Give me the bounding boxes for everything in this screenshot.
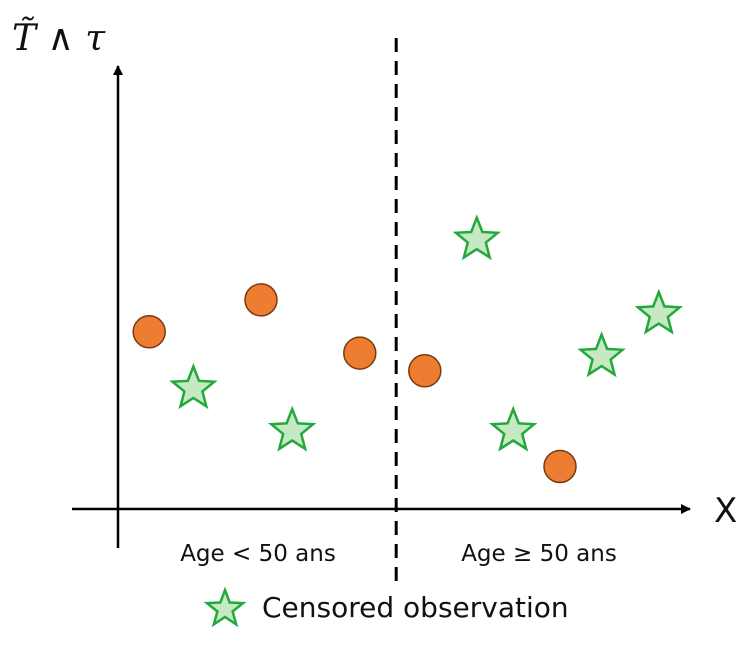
region-label-50-plus: Age ≥ 50 ans bbox=[461, 541, 617, 567]
event-point-circle bbox=[343, 336, 377, 370]
legend-star-icon bbox=[203, 586, 247, 628]
event-point-circle bbox=[543, 449, 577, 484]
legend-star-mark bbox=[203, 586, 247, 628]
censored-point-star bbox=[452, 214, 501, 261]
region-label-under-50: Age < 50 ans bbox=[180, 541, 336, 567]
event-point-circle bbox=[132, 315, 166, 349]
censored-point-star bbox=[634, 288, 683, 335]
y-axis-title: T̃ ∧ τ bbox=[12, 17, 106, 59]
censored-point-star bbox=[577, 331, 626, 378]
censored-point-star bbox=[169, 363, 218, 410]
legend-label: Censored observation bbox=[262, 591, 569, 624]
censored-point-star bbox=[268, 405, 317, 452]
event-point-circle bbox=[408, 354, 442, 388]
legend: Censored observation bbox=[203, 586, 569, 628]
event-point-circle bbox=[244, 283, 278, 317]
censored-point-star bbox=[489, 405, 538, 452]
data-points bbox=[132, 214, 683, 484]
x-axis-title: X bbox=[714, 491, 737, 531]
